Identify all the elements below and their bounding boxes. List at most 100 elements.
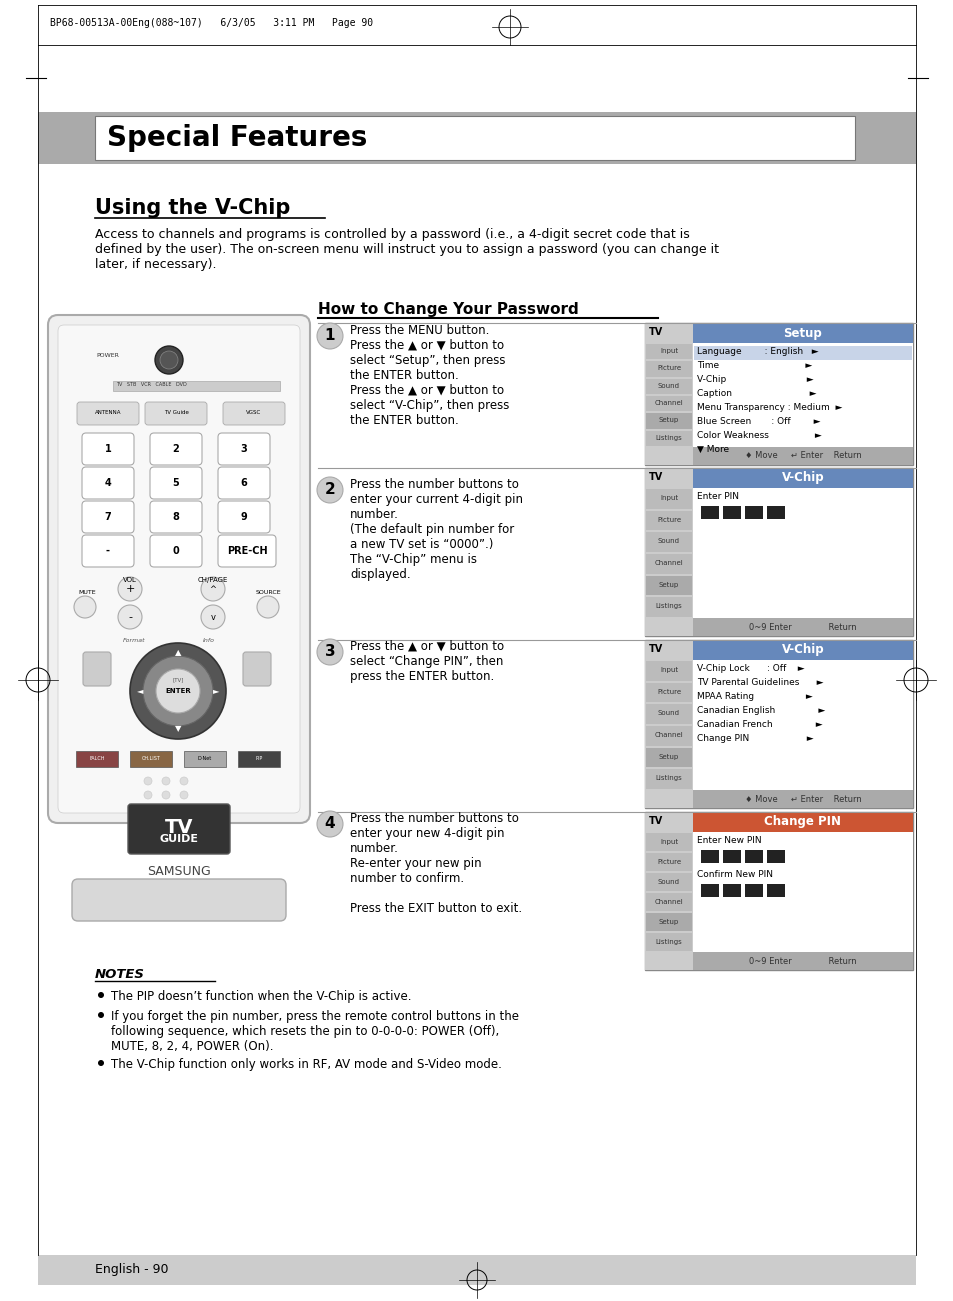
FancyBboxPatch shape bbox=[150, 501, 202, 533]
Text: Special Features: Special Features bbox=[107, 124, 367, 152]
Text: 0~9 Enter              Return: 0~9 Enter Return bbox=[748, 622, 856, 631]
Bar bbox=[644, 323, 692, 464]
FancyBboxPatch shape bbox=[83, 652, 111, 686]
Text: Change PIN: Change PIN bbox=[763, 816, 841, 829]
Text: Setup: Setup bbox=[782, 327, 821, 340]
Bar bbox=[744, 850, 762, 863]
Text: Menu Transparency : Medium  ►: Menu Transparency : Medium ► bbox=[697, 403, 841, 412]
Bar bbox=[645, 362, 691, 377]
Text: 2: 2 bbox=[172, 444, 179, 454]
Text: The V-Chip function only works in RF, AV mode and S-Video mode.: The V-Chip function only works in RF, AV… bbox=[111, 1058, 501, 1071]
Text: ◄: ◄ bbox=[136, 687, 143, 696]
FancyBboxPatch shape bbox=[218, 467, 270, 500]
FancyBboxPatch shape bbox=[150, 535, 202, 567]
FancyBboxPatch shape bbox=[58, 325, 299, 813]
Text: Press the MENU button.
Press the ▲ or ▼ button to
select “Setup”, then press
the: Press the MENU button. Press the ▲ or ▼ … bbox=[350, 324, 509, 427]
Circle shape bbox=[316, 323, 343, 349]
Bar bbox=[692, 833, 912, 952]
Bar bbox=[693, 346, 911, 360]
FancyBboxPatch shape bbox=[71, 879, 286, 921]
Text: Channel: Channel bbox=[654, 732, 682, 738]
Bar bbox=[766, 850, 784, 863]
Bar bbox=[645, 396, 691, 411]
Bar bbox=[692, 488, 912, 618]
Circle shape bbox=[143, 656, 213, 726]
FancyBboxPatch shape bbox=[48, 315, 310, 824]
Text: Confirm New PIN: Confirm New PIN bbox=[697, 870, 772, 879]
Text: Enter New PIN: Enter New PIN bbox=[697, 837, 760, 846]
Text: PIP: PIP bbox=[255, 756, 262, 761]
Text: ►: ► bbox=[213, 687, 219, 696]
Bar bbox=[38, 112, 915, 164]
Text: MPAA Rating                  ►: MPAA Rating ► bbox=[697, 692, 812, 701]
Bar bbox=[645, 873, 691, 891]
Bar bbox=[645, 853, 691, 870]
Bar bbox=[645, 532, 691, 552]
Text: Picture: Picture bbox=[657, 859, 680, 865]
Text: Channel: Channel bbox=[654, 899, 682, 905]
Text: CH/PAGE: CH/PAGE bbox=[197, 578, 228, 583]
Text: -: - bbox=[128, 611, 132, 622]
Bar bbox=[692, 660, 912, 790]
Text: Language        : English   ►: Language : English ► bbox=[697, 347, 818, 356]
Bar bbox=[700, 850, 719, 863]
Circle shape bbox=[201, 578, 225, 601]
Text: Picture: Picture bbox=[657, 366, 680, 371]
Bar bbox=[645, 704, 691, 723]
Bar bbox=[645, 769, 691, 788]
Text: Sound: Sound bbox=[658, 710, 679, 717]
Circle shape bbox=[144, 777, 152, 785]
Text: ENTER: ENTER bbox=[165, 688, 191, 693]
Text: Input: Input bbox=[659, 839, 678, 846]
Bar bbox=[644, 323, 912, 464]
Text: Color Weakness                ►: Color Weakness ► bbox=[697, 431, 821, 440]
Text: Listings: Listings bbox=[655, 435, 681, 441]
Text: v: v bbox=[211, 613, 215, 622]
Circle shape bbox=[98, 1012, 104, 1017]
Text: CH.LIST: CH.LIST bbox=[141, 756, 160, 761]
Bar bbox=[645, 379, 691, 394]
Text: 9: 9 bbox=[240, 513, 247, 522]
Text: ▲: ▲ bbox=[174, 648, 181, 657]
Text: Setup: Setup bbox=[659, 919, 679, 925]
Text: MUTE: MUTE bbox=[78, 589, 95, 595]
Text: PRE-CH: PRE-CH bbox=[227, 546, 267, 556]
Text: V-Chip                            ►: V-Chip ► bbox=[697, 375, 813, 384]
Text: TV Parental Guidelines      ►: TV Parental Guidelines ► bbox=[697, 678, 822, 687]
Text: Sound: Sound bbox=[658, 879, 679, 885]
Bar bbox=[95, 116, 854, 160]
FancyBboxPatch shape bbox=[82, 501, 133, 533]
Circle shape bbox=[156, 669, 200, 713]
Circle shape bbox=[316, 811, 343, 837]
Text: 0: 0 bbox=[172, 546, 179, 556]
Text: Listings: Listings bbox=[655, 939, 681, 945]
Bar bbox=[644, 812, 912, 971]
Text: V-Chip: V-Chip bbox=[781, 644, 823, 657]
FancyBboxPatch shape bbox=[218, 433, 270, 464]
Bar bbox=[692, 448, 912, 464]
Bar bbox=[645, 726, 691, 745]
FancyBboxPatch shape bbox=[150, 467, 202, 500]
Bar bbox=[645, 748, 691, 768]
Text: Using the V-Chip: Using the V-Chip bbox=[95, 198, 290, 219]
Text: TV: TV bbox=[648, 816, 662, 826]
Bar bbox=[645, 414, 691, 428]
Bar bbox=[692, 618, 912, 636]
Bar bbox=[645, 554, 691, 574]
Bar bbox=[700, 506, 719, 519]
Text: Change PIN                    ►: Change PIN ► bbox=[697, 734, 813, 743]
Bar bbox=[645, 933, 691, 951]
Text: 3: 3 bbox=[240, 444, 247, 454]
Text: Sound: Sound bbox=[658, 539, 679, 544]
Bar bbox=[644, 812, 692, 971]
Circle shape bbox=[160, 351, 178, 369]
Circle shape bbox=[162, 791, 170, 799]
Bar bbox=[766, 506, 784, 519]
FancyBboxPatch shape bbox=[128, 804, 230, 853]
Bar bbox=[692, 812, 912, 833]
Bar bbox=[722, 883, 740, 896]
Text: Listings: Listings bbox=[655, 604, 681, 609]
Text: Access to channels and programs is controlled by a password (i.e., a 4-digit sec: Access to channels and programs is contr… bbox=[95, 228, 719, 271]
Text: Channel: Channel bbox=[654, 559, 682, 566]
Circle shape bbox=[98, 1060, 104, 1066]
